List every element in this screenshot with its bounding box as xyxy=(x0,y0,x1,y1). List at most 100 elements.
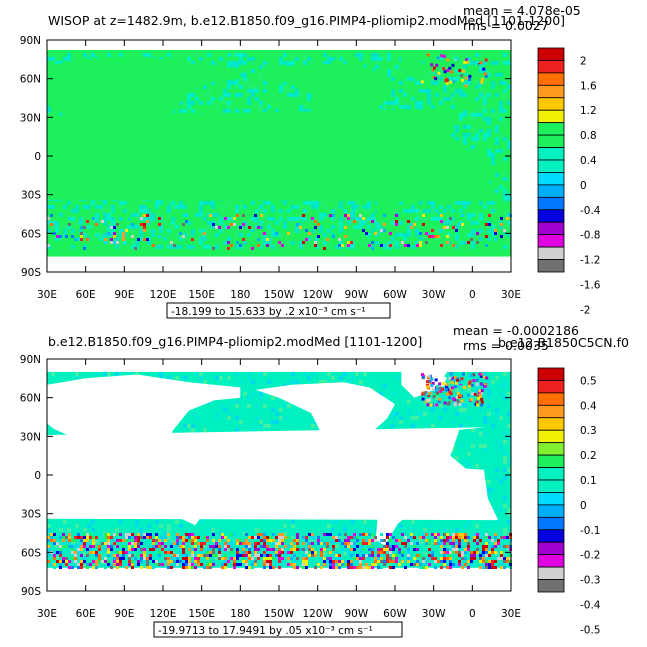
field-cell xyxy=(131,240,135,245)
field-cell xyxy=(211,204,215,209)
field-cell xyxy=(263,533,266,536)
field-cell xyxy=(255,96,259,101)
field-cell xyxy=(411,208,415,213)
field-cell xyxy=(446,392,450,396)
field-cell xyxy=(383,548,386,551)
field-cell xyxy=(503,503,507,508)
field-cell xyxy=(507,240,511,245)
field-cell xyxy=(471,212,475,217)
field-cell xyxy=(195,371,199,376)
lon-tick-label: 90W xyxy=(344,289,368,301)
field-cell xyxy=(353,545,356,548)
field-cell xyxy=(463,80,467,85)
field-cell xyxy=(125,566,128,569)
field-cell xyxy=(92,542,95,545)
field-cell xyxy=(135,244,139,249)
field-cell xyxy=(399,200,403,205)
field-cell xyxy=(469,397,473,401)
field-cell xyxy=(468,380,472,384)
field-cell xyxy=(134,548,137,551)
field-cell xyxy=(171,220,175,225)
field-cell xyxy=(143,533,146,536)
field-cell xyxy=(439,228,443,233)
field-cell xyxy=(494,560,497,563)
field-cell xyxy=(473,557,476,560)
field-cell xyxy=(259,395,263,400)
field-cell xyxy=(483,419,487,424)
field-cell xyxy=(291,228,295,233)
field-cell xyxy=(87,56,91,61)
field-cell xyxy=(159,224,163,229)
field-cell xyxy=(146,214,149,217)
field-cell xyxy=(65,545,68,548)
field-cell xyxy=(305,557,308,560)
field-cell xyxy=(53,542,56,545)
field-cell xyxy=(299,539,303,544)
lon-tick-label: 30E xyxy=(37,608,57,620)
field-cell xyxy=(449,563,452,566)
field-cell xyxy=(119,533,122,536)
field-cell xyxy=(143,559,147,564)
field-cell xyxy=(407,244,410,247)
field-cell xyxy=(464,84,468,88)
field-cell xyxy=(419,241,422,244)
field-cell xyxy=(263,84,267,89)
field-cell xyxy=(290,548,293,551)
field-cell xyxy=(485,223,488,226)
field-cell xyxy=(131,566,134,569)
field-cell xyxy=(263,208,267,213)
field-cell xyxy=(134,557,137,560)
field-cell xyxy=(429,69,433,73)
field-cell xyxy=(468,77,472,81)
field-cell xyxy=(491,539,494,542)
field-cell xyxy=(315,200,319,205)
field-cell xyxy=(95,371,99,376)
field-cell xyxy=(243,60,247,65)
field-cell xyxy=(371,535,375,540)
field-cell xyxy=(68,566,71,569)
field-cell xyxy=(103,220,107,225)
field-cell xyxy=(164,539,167,542)
field-cell xyxy=(296,539,299,542)
field-cell xyxy=(464,539,467,542)
field-cell xyxy=(164,557,167,560)
field-cell xyxy=(311,60,315,65)
field-cell xyxy=(451,555,455,560)
field-cell xyxy=(299,204,303,209)
field-cell xyxy=(445,385,449,389)
field-cell xyxy=(341,548,344,551)
field-cell xyxy=(200,542,203,545)
field-cell xyxy=(399,232,403,237)
field-cell xyxy=(359,224,363,229)
field-cell xyxy=(259,204,263,209)
field-cell xyxy=(392,560,395,563)
colorbar-box xyxy=(537,392,565,406)
bottom-rms: rms = 0.0035 xyxy=(463,338,549,353)
field-cell xyxy=(151,563,155,568)
field-cell xyxy=(478,393,482,397)
field-cell xyxy=(460,399,464,403)
field-cell xyxy=(459,60,463,65)
field-cell xyxy=(305,560,308,563)
field-cell xyxy=(255,104,259,109)
field-cell xyxy=(339,56,343,61)
field-cell xyxy=(287,563,290,566)
field-cell xyxy=(499,108,503,113)
field-cell xyxy=(128,554,131,557)
field-cell xyxy=(135,523,139,528)
field-cell xyxy=(487,403,491,408)
field-cell xyxy=(187,56,191,61)
field-cell xyxy=(104,557,107,560)
field-cell xyxy=(77,551,80,554)
field-cell xyxy=(122,232,125,235)
field-cell xyxy=(137,539,140,542)
field-cell xyxy=(379,56,383,61)
field-cell xyxy=(503,531,507,536)
field-cell xyxy=(407,551,410,554)
field-cell xyxy=(207,220,211,225)
field-cell xyxy=(422,539,425,542)
field-cell xyxy=(75,204,79,209)
field-cell xyxy=(499,220,503,225)
field-cell xyxy=(446,557,449,560)
colorbar-label: -0.4 xyxy=(580,599,601,611)
